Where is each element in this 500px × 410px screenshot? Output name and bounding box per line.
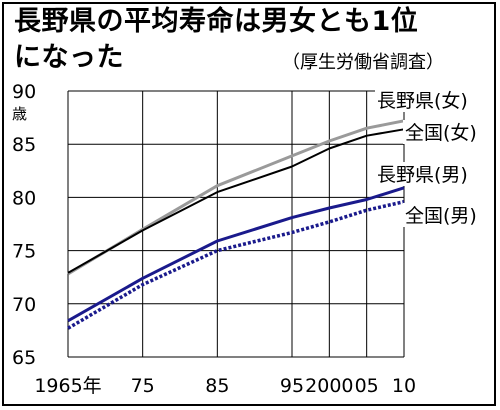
y-tick-label: 90 (12, 81, 36, 103)
series-line-2 (67, 186, 405, 323)
x-tick-label: 1965年 (34, 375, 101, 397)
series-label-3: 全国(男) (405, 205, 477, 227)
x-tick-label: 2000 (305, 375, 353, 397)
x-tick-label: 95 (280, 375, 304, 397)
y-tick-label: 85 (12, 134, 36, 156)
x-tick-label: 10 (392, 375, 416, 397)
series-label-bg (375, 162, 470, 186)
x-tick-label: 85 (205, 375, 229, 397)
x-tick-label: 05 (355, 375, 379, 397)
series-label-bg (375, 88, 470, 112)
series-label-0: 長野県(女) (377, 90, 468, 112)
y-tick-label: 70 (12, 294, 36, 316)
y-tick-label: 80 (12, 187, 36, 209)
x-tick-label: 75 (131, 375, 155, 397)
series-label-1: 全国(女) (405, 122, 477, 144)
series-line-3 (67, 199, 405, 330)
series-label-layer: 長野県(女) 全国(女) 長野県(男) 全国(男) (375, 88, 479, 227)
series-label-bg (403, 203, 479, 227)
series-line-1 (67, 128, 405, 274)
axis-layer: 65 70 75 80 85 90 1965年 75 85 95 2000 05 10 (12, 81, 416, 397)
series-label-2: 長野県(男) (377, 164, 468, 186)
chart-title-line1: 長野県の平均寿命は男女とも1位 (14, 6, 419, 37)
series-label-bg (403, 120, 479, 144)
y-tick-label: 65 (12, 347, 36, 369)
chart-title-line2: になった (14, 42, 124, 73)
y-unit-label: 歳 (12, 105, 27, 123)
y-tick-label: 75 (12, 241, 36, 263)
chart-source: （厚生労働省調査） (282, 52, 444, 73)
series-layer (67, 119, 405, 330)
grid-layer (67, 90, 405, 358)
